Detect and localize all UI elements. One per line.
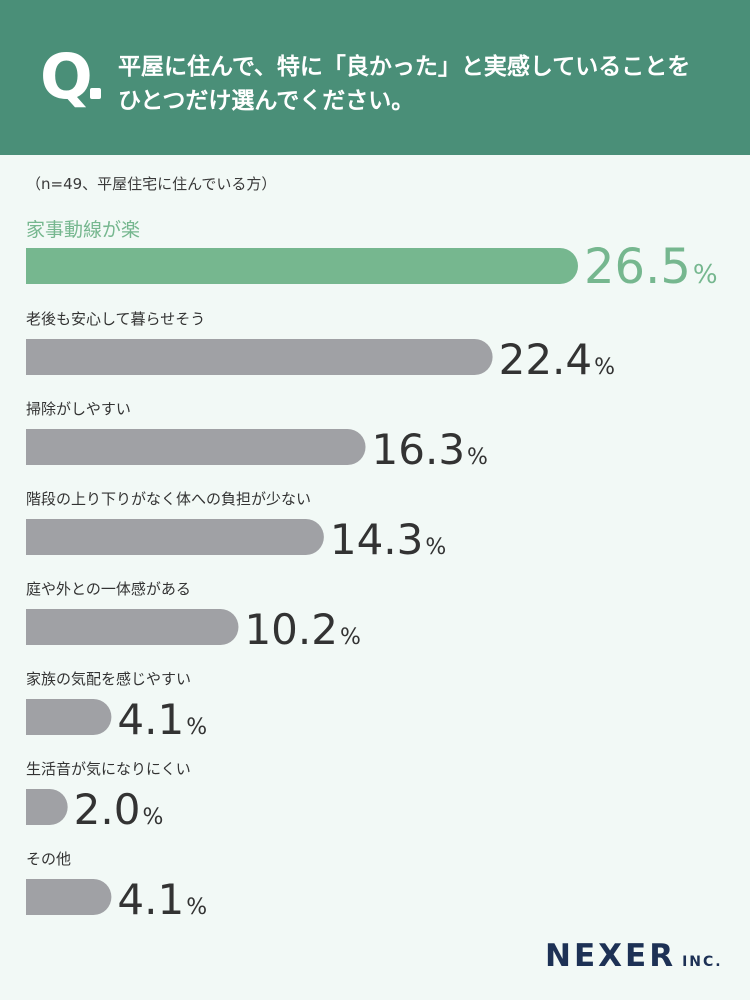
question-text: 平屋に住んで、特に「良かった」と実感していることを ひとつだけ選んでください。: [118, 54, 691, 114]
category-label: 家族の気配を感じやすい: [26, 670, 191, 688]
value-label: 14.3%: [330, 515, 446, 564]
question-mark-dot: [90, 88, 101, 99]
bar: [26, 248, 578, 284]
bar: [26, 789, 68, 825]
value-label: 2.0%: [74, 785, 164, 834]
value-label: 22.4%: [499, 335, 615, 384]
bar: [26, 429, 366, 465]
value-label: 26.5%: [584, 239, 718, 295]
question-header: Q 平屋に住んで、特に「良かった」と実感していることを ひとつだけ選んでください…: [0, 0, 750, 155]
category-label: 階段の上り下りがなく体への負担が少ない: [26, 490, 311, 508]
value-label: 16.3%: [372, 425, 488, 474]
category-label: 掃除がしやすい: [26, 400, 131, 418]
bar: [26, 699, 112, 735]
category-label: その他: [26, 850, 71, 868]
sample-note: （n=49、平屋住宅に住んでいる方）: [26, 175, 277, 193]
bar: [26, 879, 112, 915]
value-label: 10.2%: [244, 605, 360, 654]
bar: [26, 339, 493, 375]
logo-sub: INC.: [682, 954, 723, 970]
bar: [26, 609, 239, 645]
category-label: 生活音が気になりにくい: [26, 760, 191, 778]
value-label: 4.1%: [117, 695, 207, 744]
nexer-logo: NEXER INC.: [545, 938, 723, 974]
category-label: 家事動線が楽: [26, 219, 140, 241]
question-mark: Q: [40, 40, 93, 113]
bar: [26, 519, 324, 555]
logo-main: NEXER: [545, 938, 677, 974]
category-label: 老後も安心して暮らせそう: [26, 310, 205, 328]
value-label: 4.1%: [117, 875, 207, 924]
category-label: 庭や外との一体感がある: [26, 580, 191, 598]
